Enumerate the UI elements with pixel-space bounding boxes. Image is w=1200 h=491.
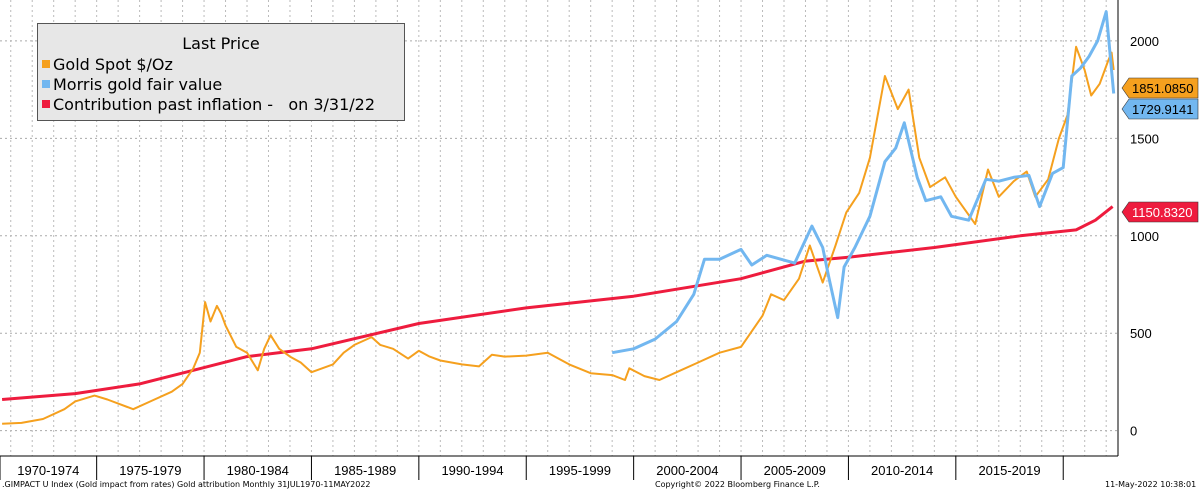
badge-shape <box>1121 98 1199 120</box>
badge-value: 1150.8320 <box>1132 205 1193 220</box>
x-band-label: 2010-2014 <box>871 463 933 478</box>
series-lines <box>1 10 1116 425</box>
footer-copyright: Copyright© 2022 Bloomberg Finance L.P. <box>655 480 820 489</box>
legend-title: Last Price <box>182 34 260 53</box>
legend-label-gold-spot: Gold Spot $/Oz <box>53 54 173 74</box>
badge-value: 1851.0850 <box>1132 81 1193 96</box>
y-axis-ticks: 0 500 1000 1500 2000 <box>1130 34 1159 439</box>
footer-timestamp: 11-May-2022 10:38:01 <box>1105 480 1197 489</box>
footer-index-description: .GIMPACT U Index (Gold impact from rates… <box>2 480 371 489</box>
x-band-label: 1980-1984 <box>227 463 289 478</box>
legend-swatch-morris-fair-value <box>42 80 50 88</box>
legend-item-morris-fair-value: Morris gold fair value <box>38 74 404 94</box>
legend-item-inflation-contribution: Contribution past inflation - on 3/31/22 <box>38 94 404 114</box>
y-tick-label: 500 <box>1130 326 1152 341</box>
legend-item-gold-spot: Gold Spot $/Oz <box>38 54 404 74</box>
series-line-gold-spot <box>2 45 1115 425</box>
y-tick-label: 0 <box>1130 424 1137 439</box>
x-band-label: 1970-1974 <box>17 463 79 478</box>
x-axis-bands: 1970-1974 1975-1979 1980-1984 1985-1989 1990… <box>0 0 1119 480</box>
x-band-label: 2005-2009 <box>764 463 826 478</box>
y-tick-label: 1000 <box>1130 229 1159 244</box>
x-band-label: 1990-1994 <box>441 463 503 478</box>
y-tick-label: 1500 <box>1130 131 1159 146</box>
chart-legend: Last Price Gold Spot $/Oz Morris gold fa… <box>37 23 405 121</box>
badge-gold-spot: 1851.0850 <box>1121 77 1199 99</box>
badge-shape <box>1121 201 1199 223</box>
badge-morris-fair-value: 1729.9141 <box>1121 98 1199 120</box>
legend-swatch-inflation-contribution <box>42 100 50 108</box>
x-band-label: 1985-1989 <box>334 463 396 478</box>
x-band-label: 2015-2019 <box>978 463 1040 478</box>
x-band-label: 2000-2004 <box>656 463 718 478</box>
legend-swatch-gold-spot <box>42 60 50 68</box>
last-value-badges: 1851.0850 1729.9141 1150.8320 <box>1121 77 1199 223</box>
x-band-label: 1975-1979 <box>119 463 181 478</box>
badge-shape <box>1121 77 1199 99</box>
y-tick-label: 2000 <box>1130 34 1159 49</box>
badge-value: 1729.9141 <box>1132 102 1193 117</box>
x-band-label: 1995-1999 <box>549 463 611 478</box>
series-line-morris-fair-value <box>611 10 1116 355</box>
badge-inflation-contribution: 1150.8320 <box>1121 201 1199 223</box>
series-line-inflation-contribution <box>1 205 1114 401</box>
legend-label-morris-fair-value: Morris gold fair value <box>53 74 223 94</box>
legend-label-inflation-contribution: Contribution past inflation - on 3/31/22 <box>53 94 376 114</box>
